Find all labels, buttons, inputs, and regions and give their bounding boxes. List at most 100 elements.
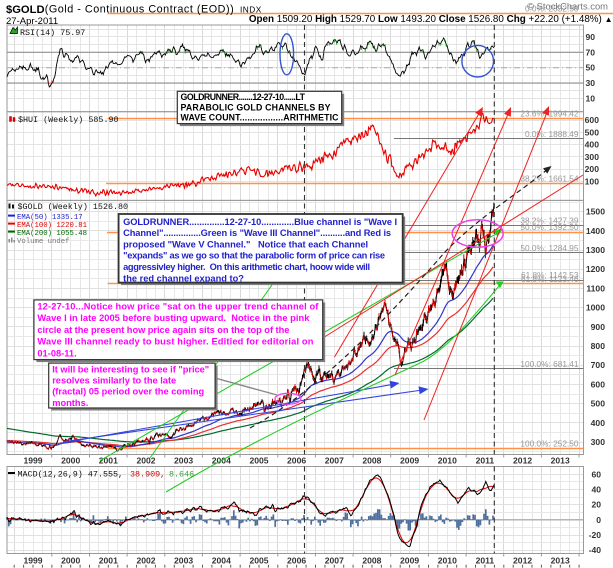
svg-text:Wave I in late 2005 before bus: Wave I in late 2005 before busting upwar…: [37, 313, 310, 323]
svg-text:8.646: 8.646: [169, 469, 194, 479]
svg-text:EMA(100) 1220.81: EMA(100) 1220.81: [17, 222, 88, 230]
svg-text:100.0%: 252.50: 100.0%: 252.50: [520, 439, 579, 449]
svg-text:27-Apr-2011: 27-Apr-2011: [6, 16, 58, 27]
svg-text:2012: 2012: [513, 456, 532, 466]
svg-text:"expands" as we go so that the: "expands" as we go so that the parabolic…: [123, 251, 385, 261]
svg-text:proposed "Wave V Channel." N: proposed "Wave V Channel." Notice that e…: [123, 239, 368, 249]
svg-text:1300: 1300: [586, 245, 605, 255]
svg-text:50.0%: 1284.95: 50.0%: 1284.95: [520, 243, 579, 253]
svg-text:-40: -40: [589, 545, 602, 555]
svg-text:2012: 2012: [513, 556, 532, 566]
svg-text:38.2%: 1427.39: 38.2%: 1427.39: [520, 216, 579, 226]
svg-text:12-27-10...Notice how price "s: 12-27-10...Notice how price "sat on the …: [37, 302, 319, 312]
svg-text:400: 400: [585, 140, 600, 150]
svg-text:RSI(14) 75.97: RSI(14) 75.97: [20, 28, 85, 38]
svg-text:circle at the present how pric: circle at the present how price again si…: [37, 325, 289, 335]
svg-text:800: 800: [591, 341, 606, 351]
svg-text:-20: -20: [589, 530, 602, 540]
svg-text:300: 300: [585, 152, 600, 162]
svg-text:2007: 2007: [325, 456, 344, 466]
svg-text:0.0%: 2532.50: 0.0%: 2532.50: [525, 3, 579, 13]
svg-text:61.8%: 1142.53: 61.8%: 1142.53: [521, 270, 579, 280]
svg-text:aggressivley higher. On this: aggressivley higher. On this arithmetic …: [123, 262, 370, 272]
svg-text:MACD(12,26,9) 47.555,: MACD(12,26,9) 47.555,: [18, 469, 124, 479]
svg-text:23.6%: 1994.42: 23.6%: 1994.42: [520, 109, 579, 119]
svg-text:2011: 2011: [476, 456, 495, 466]
svg-text:200: 200: [585, 164, 600, 174]
svg-text:400: 400: [591, 418, 606, 428]
svg-text:0: 0: [596, 515, 601, 525]
svg-text:2007: 2007: [325, 556, 344, 566]
svg-text:300: 300: [591, 437, 606, 447]
svg-text:$GOLD: $GOLD: [6, 4, 45, 16]
svg-text:10: 10: [585, 93, 595, 103]
svg-text:600: 600: [585, 115, 600, 125]
svg-text:100: 100: [585, 177, 600, 187]
svg-text:900: 900: [591, 322, 606, 332]
svg-text:20: 20: [591, 500, 601, 510]
svg-text:1999: 1999: [23, 456, 42, 466]
svg-text:2000: 2000: [61, 556, 80, 566]
svg-text:2003: 2003: [174, 456, 193, 466]
svg-text:2006: 2006: [287, 556, 306, 566]
svg-text:2009: 2009: [400, 556, 419, 566]
svg-text:Volume undef: Volume undef: [17, 238, 70, 246]
svg-text:PARABOLIC GOLD CHANNELS BY: PARABOLIC GOLD CHANNELS BY: [181, 102, 331, 112]
svg-text:01-08-11.: 01-08-11.: [37, 348, 76, 358]
svg-text:(fractal) 05 period over the c: (fractal) 05 period over the coming: [52, 387, 204, 397]
svg-text:Wave III channel ready to bust: Wave III channel ready to bust higher. E…: [37, 337, 313, 347]
svg-text:2001: 2001: [99, 456, 118, 466]
svg-text:Channel"...............Green i: Channel"...............Green is "Wave II…: [123, 228, 391, 238]
svg-text:61.8%: 1123.46: 61.8%: 1123.46: [521, 274, 579, 284]
svg-text:500: 500: [585, 127, 600, 137]
svg-text:30: 30: [585, 78, 595, 88]
svg-text:38.2%: 1661.54: 38.2%: 1661.54: [520, 173, 579, 183]
svg-text:2008: 2008: [362, 456, 381, 466]
svg-text:the red channel expand to?: the red channel expand to?: [123, 273, 244, 283]
svg-text:40: 40: [591, 485, 601, 495]
svg-text:1999: 1999: [23, 556, 42, 566]
svg-text:2005: 2005: [249, 456, 268, 466]
svg-text:700: 700: [591, 360, 606, 370]
svg-text:2004: 2004: [212, 556, 231, 566]
svg-text:Open 1509.20 High 1529.70 Low: Open 1509.20 High 1529.70 Low 1493.20 Cl…: [249, 14, 613, 25]
svg-text:2009: 2009: [400, 456, 419, 466]
svg-text:WAVE COUNT.................ARI: WAVE COUNT.................ARITHMETIC: [181, 113, 340, 123]
svg-text:2002: 2002: [136, 456, 155, 466]
svg-text:1200: 1200: [586, 264, 605, 274]
svg-text:50: 50: [585, 63, 595, 73]
svg-text:600: 600: [591, 379, 606, 389]
svg-text:60: 60: [591, 469, 601, 479]
svg-text:1400: 1400: [586, 226, 605, 236]
svg-text:2008: 2008: [362, 556, 381, 566]
svg-text:50.0%: 1392.50: 50.0%: 1392.50: [520, 222, 579, 232]
svg-text:It will be interesting to see: It will be interesting to see if "price": [52, 364, 209, 374]
svg-text:2010: 2010: [438, 556, 457, 566]
svg-text:months.: months.: [52, 398, 88, 408]
svg-text:EMA(50) 1335.17: EMA(50) 1335.17: [17, 214, 83, 222]
svg-text:2011: 2011: [476, 556, 495, 566]
svg-text:© StockCharts.com: © StockCharts.com: [527, 1, 608, 12]
svg-text:2005: 2005: [249, 556, 268, 566]
svg-text:90: 90: [585, 32, 595, 42]
svg-text:2013: 2013: [551, 456, 570, 466]
svg-text:resolves similarly to the late: resolves similarly to the late: [52, 376, 176, 386]
svg-text:1500: 1500: [586, 207, 605, 217]
svg-text:(Gold - Continuous Contract (E: (Gold - Continuous Contract (EOD)): [45, 4, 234, 16]
svg-text:EMA(200) 1055.48: EMA(200) 1055.48: [17, 230, 87, 238]
svg-text:$GOLD (Weekly) 1526.80: $GOLD (Weekly) 1526.80: [18, 202, 129, 212]
svg-text:2002: 2002: [136, 556, 155, 566]
svg-text:2013: 2013: [551, 556, 570, 566]
svg-text:500: 500: [591, 399, 606, 409]
svg-text:1100: 1100: [586, 283, 605, 293]
svg-text:2000: 2000: [61, 456, 80, 466]
svg-text:2006: 2006: [287, 456, 306, 466]
svg-text:2001: 2001: [99, 556, 118, 566]
svg-text:2010: 2010: [438, 456, 457, 466]
svg-text:38.909,: 38.909,: [130, 469, 165, 479]
svg-text:2003: 2003: [174, 556, 193, 566]
svg-text:GOLDRUNNER..............12-27-: GOLDRUNNER..............12-27-10........…: [123, 217, 397, 227]
svg-text:$HUI (Weekly) 585.90: $HUI (Weekly) 585.90: [18, 115, 119, 125]
svg-text:0.0%: 1888.49: 0.0%: 1888.49: [525, 129, 579, 139]
svg-text:100.0%: 681.41: 100.0%: 681.41: [520, 359, 579, 369]
